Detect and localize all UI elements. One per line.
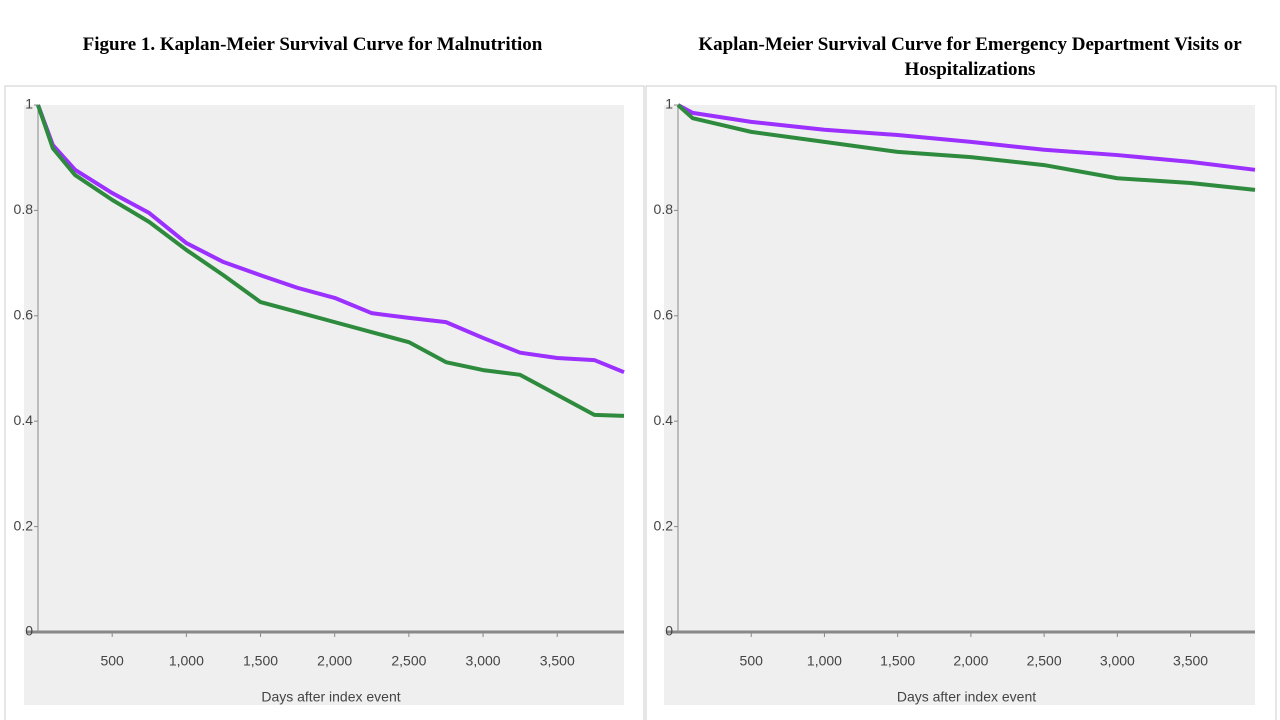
x-axis-label: Days after index event xyxy=(261,689,400,705)
y-tick-label: 0.2 xyxy=(654,517,674,533)
x-tick-label: 2,000 xyxy=(953,653,988,669)
x-tick-label: 3,500 xyxy=(1173,653,1208,669)
x-tick-label: 500 xyxy=(100,653,124,669)
x-tick-label: 3,000 xyxy=(466,653,501,669)
x-tick-label: 500 xyxy=(740,653,764,669)
survival-curve xyxy=(36,104,625,375)
x-tick-label: 2,500 xyxy=(391,653,426,669)
x-tick-label: 1,000 xyxy=(807,653,842,669)
y-tick-label: 0.8 xyxy=(654,201,674,217)
plot-background xyxy=(664,105,1255,705)
y-tick-label: 0.8 xyxy=(14,201,34,217)
x-tick-label: 2,000 xyxy=(317,653,352,669)
y-tick-label: 0.6 xyxy=(14,307,34,323)
y-tick-label: 0.6 xyxy=(654,307,674,323)
x-tick-label: 1,000 xyxy=(169,653,204,669)
x-axis-label: Days after index event xyxy=(897,689,1036,705)
x-tick-label: 1,500 xyxy=(880,653,915,669)
survival-curve xyxy=(677,103,1256,172)
y-tick-label: 0.2 xyxy=(14,517,34,533)
y-tick-label: 0.4 xyxy=(14,412,34,428)
y-tick-label: 0.4 xyxy=(654,412,674,428)
survival-curve xyxy=(676,103,1256,192)
survival-curve xyxy=(36,104,625,418)
y-tick-label: 1 xyxy=(25,96,33,112)
x-tick-label: 2,500 xyxy=(1027,653,1062,669)
y-tick-label: 1 xyxy=(665,96,673,112)
x-tick-label: 3,000 xyxy=(1100,653,1135,669)
y-tick-label: 0 xyxy=(25,623,33,639)
x-tick-label: 1,500 xyxy=(243,653,278,669)
chart-title: Kaplan-Meier Survival Curve for Emergenc… xyxy=(698,34,1242,80)
chart-title: Figure 1. Kaplan-Meier Survival Curve fo… xyxy=(82,34,543,55)
y-tick-label: 0 xyxy=(665,623,673,639)
x-tick-label: 3,500 xyxy=(540,653,575,669)
